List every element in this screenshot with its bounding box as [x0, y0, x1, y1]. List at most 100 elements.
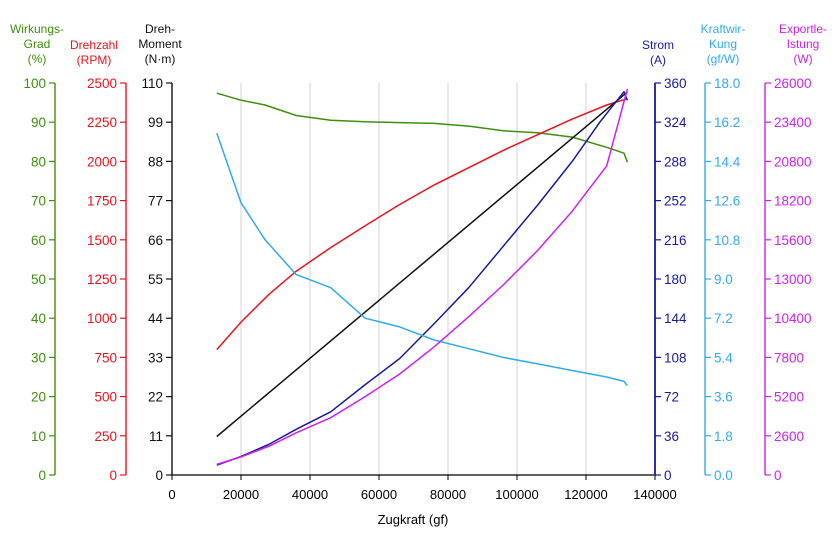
keff-tick-label: 10.8: [714, 233, 740, 248]
keff-axis-title: (gf/W): [707, 52, 740, 66]
torque-axis-title: Dreh-: [145, 22, 175, 36]
curr-tick-label: 36: [664, 429, 679, 444]
power-tick-label: 20800: [774, 154, 812, 169]
series-line-curr: [216, 90, 629, 466]
keff-axis-title: Kraftwir-: [701, 22, 746, 36]
eff-tick-label: 50: [31, 272, 46, 287]
power-tick-label: 13000: [774, 272, 812, 287]
rpm-tick-label: 2500: [87, 76, 117, 91]
curr-tick-label: 324: [664, 115, 687, 130]
keff-tick-label: 14.4: [714, 154, 741, 169]
eff-tick-label: 80: [31, 154, 46, 169]
rpm-tick-label: 1250: [87, 272, 117, 287]
rpm-tick-label: 750: [94, 350, 117, 365]
series-line-power: [216, 88, 629, 466]
rpm-tick-label: 250: [94, 429, 117, 444]
x-axis-label: Zugkraft (gf): [378, 512, 449, 527]
keff-tick-label: 12.6: [714, 194, 740, 209]
eff-axis-title: Grad: [24, 37, 51, 51]
rpm-tick-label: 0: [109, 468, 117, 483]
eff-tick-label: 90: [31, 115, 46, 130]
eff-tick-label: 0: [38, 468, 46, 483]
x-tick-label: 140000: [633, 487, 676, 502]
curr-tick-label: 288: [664, 154, 687, 169]
rpm-tick-label: 1000: [87, 311, 117, 326]
torque-tick-label: 110: [141, 76, 163, 91]
power-tick-label: 10400: [774, 311, 812, 326]
torque-tick-label: 99: [148, 115, 163, 130]
power-tick-label: 5200: [774, 390, 804, 405]
keff-axis-title: Kung: [709, 37, 737, 51]
curr-tick-label: 180: [664, 272, 687, 287]
eff-tick-label: 40: [31, 311, 46, 326]
x-tick-label: 0: [168, 487, 175, 502]
torque-tick-label: 33: [148, 350, 163, 365]
torque-axis-title: Moment: [138, 37, 182, 51]
x-tick-label: 40000: [292, 487, 328, 502]
rpm-tick-label: 1750: [87, 194, 117, 209]
torque-tick-label: 88: [148, 154, 163, 169]
curr-tick-label: 108: [664, 350, 687, 365]
power-tick-label: 26000: [774, 76, 812, 91]
torque-axis-title: (N·m): [145, 52, 176, 66]
curr-tick-label: 216: [664, 233, 687, 248]
curr-tick-label: 144: [664, 311, 687, 326]
x-tick-label: 80000: [430, 487, 466, 502]
series-line-rpm: [216, 97, 628, 351]
axes-layer: 0 20000 40000 60000 80000 100000 120000 1400000…: [10, 22, 827, 502]
series-line-eff: [216, 92, 629, 163]
rpm-axis-title: Drehzahl: [70, 38, 118, 52]
power-tick-label: 15600: [774, 233, 812, 248]
x-tick-label: 120000: [564, 487, 607, 502]
eff-tick-label: 10: [31, 429, 46, 444]
curr-tick-label: 252: [664, 194, 687, 209]
power-axis-title: Exportle-: [779, 22, 827, 36]
rpm-tick-label: 500: [94, 390, 117, 405]
eff-tick-label: 70: [31, 194, 46, 209]
torque-tick-label: 0: [155, 468, 163, 483]
rpm-axis-title: (RPM): [77, 53, 112, 67]
torque-tick-label: 55: [148, 272, 163, 287]
power-tick-label: 0: [774, 468, 782, 483]
keff-tick-label: 3.6: [714, 390, 733, 405]
torque-tick-label: 44: [148, 311, 164, 326]
rpm-tick-label: 2250: [87, 115, 117, 130]
rpm-tick-label: 2000: [87, 154, 117, 169]
power-tick-label: 18200: [774, 194, 812, 209]
curr-tick-label: 360: [664, 76, 687, 91]
keff-tick-label: 0.0: [714, 468, 733, 483]
series-line-keff: [216, 132, 628, 387]
torque-tick-label: 22: [148, 390, 163, 405]
x-tick-label: 20000: [223, 487, 259, 502]
keff-tick-label: 16.2: [714, 115, 740, 130]
power-tick-label: 2600: [774, 429, 804, 444]
torque-tick-label: 66: [148, 233, 163, 248]
curr-axis-title: (A): [650, 53, 666, 67]
eff-axis-title: (%): [28, 52, 47, 66]
eff-tick-label: 100: [23, 76, 46, 91]
rpm-tick-label: 1500: [87, 233, 117, 248]
series-line-torque: [216, 91, 628, 438]
curr-tick-label: 0: [664, 468, 672, 483]
torque-tick-label: 11: [149, 429, 163, 444]
eff-tick-label: 60: [31, 233, 46, 248]
keff-tick-label: 5.4: [714, 350, 733, 365]
eff-tick-label: 20: [31, 390, 46, 405]
keff-tick-label: 9.0: [714, 272, 733, 287]
power-axis-title: Istung: [787, 37, 820, 51]
eff-axis-title: Wirkungs-: [10, 22, 64, 36]
curr-axis-title: Strom: [642, 38, 674, 52]
series-layer: [216, 88, 629, 466]
x-tick-label: 100000: [495, 487, 538, 502]
grid-layer: [240, 83, 587, 475]
eff-tick-label: 30: [31, 350, 46, 365]
power-tick-label: 23400: [774, 115, 812, 130]
keff-tick-label: 1.8: [714, 429, 733, 444]
curr-tick-label: 72: [664, 390, 679, 405]
power-axis-title: (W): [793, 52, 812, 66]
x-tick-label: 60000: [361, 487, 397, 502]
torque-tick-label: 77: [148, 194, 163, 209]
power-tick-label: 7800: [774, 350, 804, 365]
